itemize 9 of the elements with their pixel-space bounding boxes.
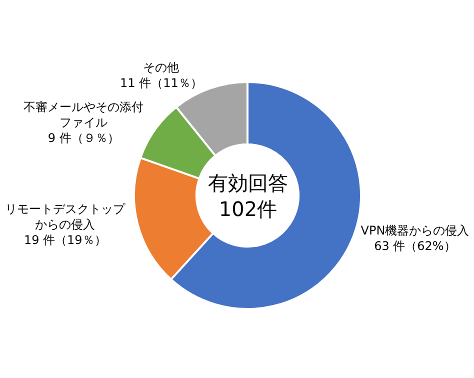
slice-label: 不審メールやその添付ファイル bbox=[24, 100, 144, 130]
slice-label: その他 bbox=[143, 60, 180, 74]
slice-label: VPN機器からの侵入 bbox=[360, 224, 470, 238]
text: 有効回答 102件 bbox=[208, 171, 288, 221]
data-label: 11 件（11％） bbox=[120, 76, 202, 90]
data-label: 19 件（19％） bbox=[24, 233, 106, 248]
slice-label: リモートデスクトップからの侵入 bbox=[5, 202, 126, 232]
data-label: 9 件（９％） bbox=[48, 130, 120, 145]
data-label: 63 件（62%） bbox=[374, 239, 456, 254]
